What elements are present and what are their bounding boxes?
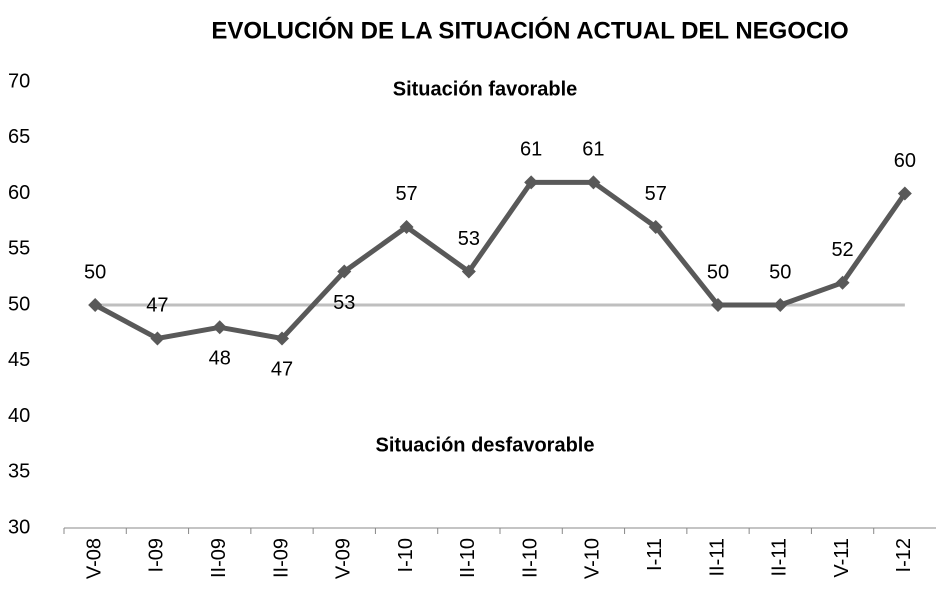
y-tick-label: 35 bbox=[8, 461, 30, 483]
data-label: 60 bbox=[894, 150, 916, 172]
x-tick-label: II-11 bbox=[769, 538, 791, 577]
marker bbox=[835, 275, 850, 290]
marker bbox=[648, 219, 663, 234]
y-tick-label: 65 bbox=[8, 126, 30, 148]
data-label: 50 bbox=[769, 261, 791, 283]
data-label: 61 bbox=[582, 139, 604, 161]
y-tick-label: 55 bbox=[8, 238, 30, 260]
data-label: 52 bbox=[831, 239, 853, 261]
data-label: 61 bbox=[520, 139, 542, 161]
data-label: 47 bbox=[271, 359, 293, 381]
marker bbox=[586, 175, 601, 190]
y-tick-label: 70 bbox=[8, 70, 30, 92]
data-label: 50 bbox=[84, 261, 106, 283]
x-tick-label: I-12 bbox=[893, 538, 915, 572]
chart-title: EVOLUCIÓN DE LA SITUACIÓN ACTUAL DEL NEG… bbox=[211, 16, 848, 44]
y-tick-label: 30 bbox=[8, 516, 30, 538]
y-tick-label: 40 bbox=[8, 405, 30, 427]
x-tick-label: V-08 bbox=[83, 538, 105, 579]
data-label: 53 bbox=[458, 228, 480, 250]
marker bbox=[88, 298, 103, 312]
x-tick-label: V-11 bbox=[831, 538, 853, 578]
marker bbox=[773, 298, 788, 312]
annotation: Situación desfavorable bbox=[376, 434, 595, 456]
data-label: 53 bbox=[333, 292, 355, 314]
annotation: Situación favorable bbox=[393, 78, 578, 100]
line bbox=[93, 179, 907, 341]
data-label: 57 bbox=[395, 183, 417, 205]
x-tick-label: I-09 bbox=[146, 538, 168, 572]
y-tick-label: 50 bbox=[8, 293, 30, 315]
x-tick-label: V-10 bbox=[582, 538, 604, 579]
x-tick-label: II-09 bbox=[208, 538, 230, 578]
marker bbox=[150, 331, 165, 346]
x-tick-label: II-10 bbox=[519, 538, 541, 578]
data-label: 47 bbox=[146, 295, 168, 317]
y-tick-label: 60 bbox=[8, 182, 30, 204]
y-tick-label: 45 bbox=[8, 349, 30, 371]
data-label: 48 bbox=[209, 348, 231, 370]
marker bbox=[711, 298, 725, 312]
data-label: 57 bbox=[645, 183, 667, 205]
marker bbox=[524, 175, 539, 190]
marker bbox=[337, 264, 352, 279]
x-tick-label: I-11 bbox=[644, 538, 666, 571]
x-tick-label: II-11 bbox=[706, 538, 728, 577]
marker bbox=[212, 320, 227, 335]
x-tick-label: I-10 bbox=[395, 538, 417, 572]
x-tick-label: V-09 bbox=[333, 538, 355, 579]
x-tick-label: II-10 bbox=[457, 538, 479, 578]
marker bbox=[275, 331, 289, 346]
data-label: 50 bbox=[707, 261, 729, 283]
x-tick-label: II-09 bbox=[270, 538, 292, 578]
marker bbox=[897, 186, 912, 201]
marker bbox=[461, 264, 476, 279]
marker bbox=[399, 219, 414, 234]
